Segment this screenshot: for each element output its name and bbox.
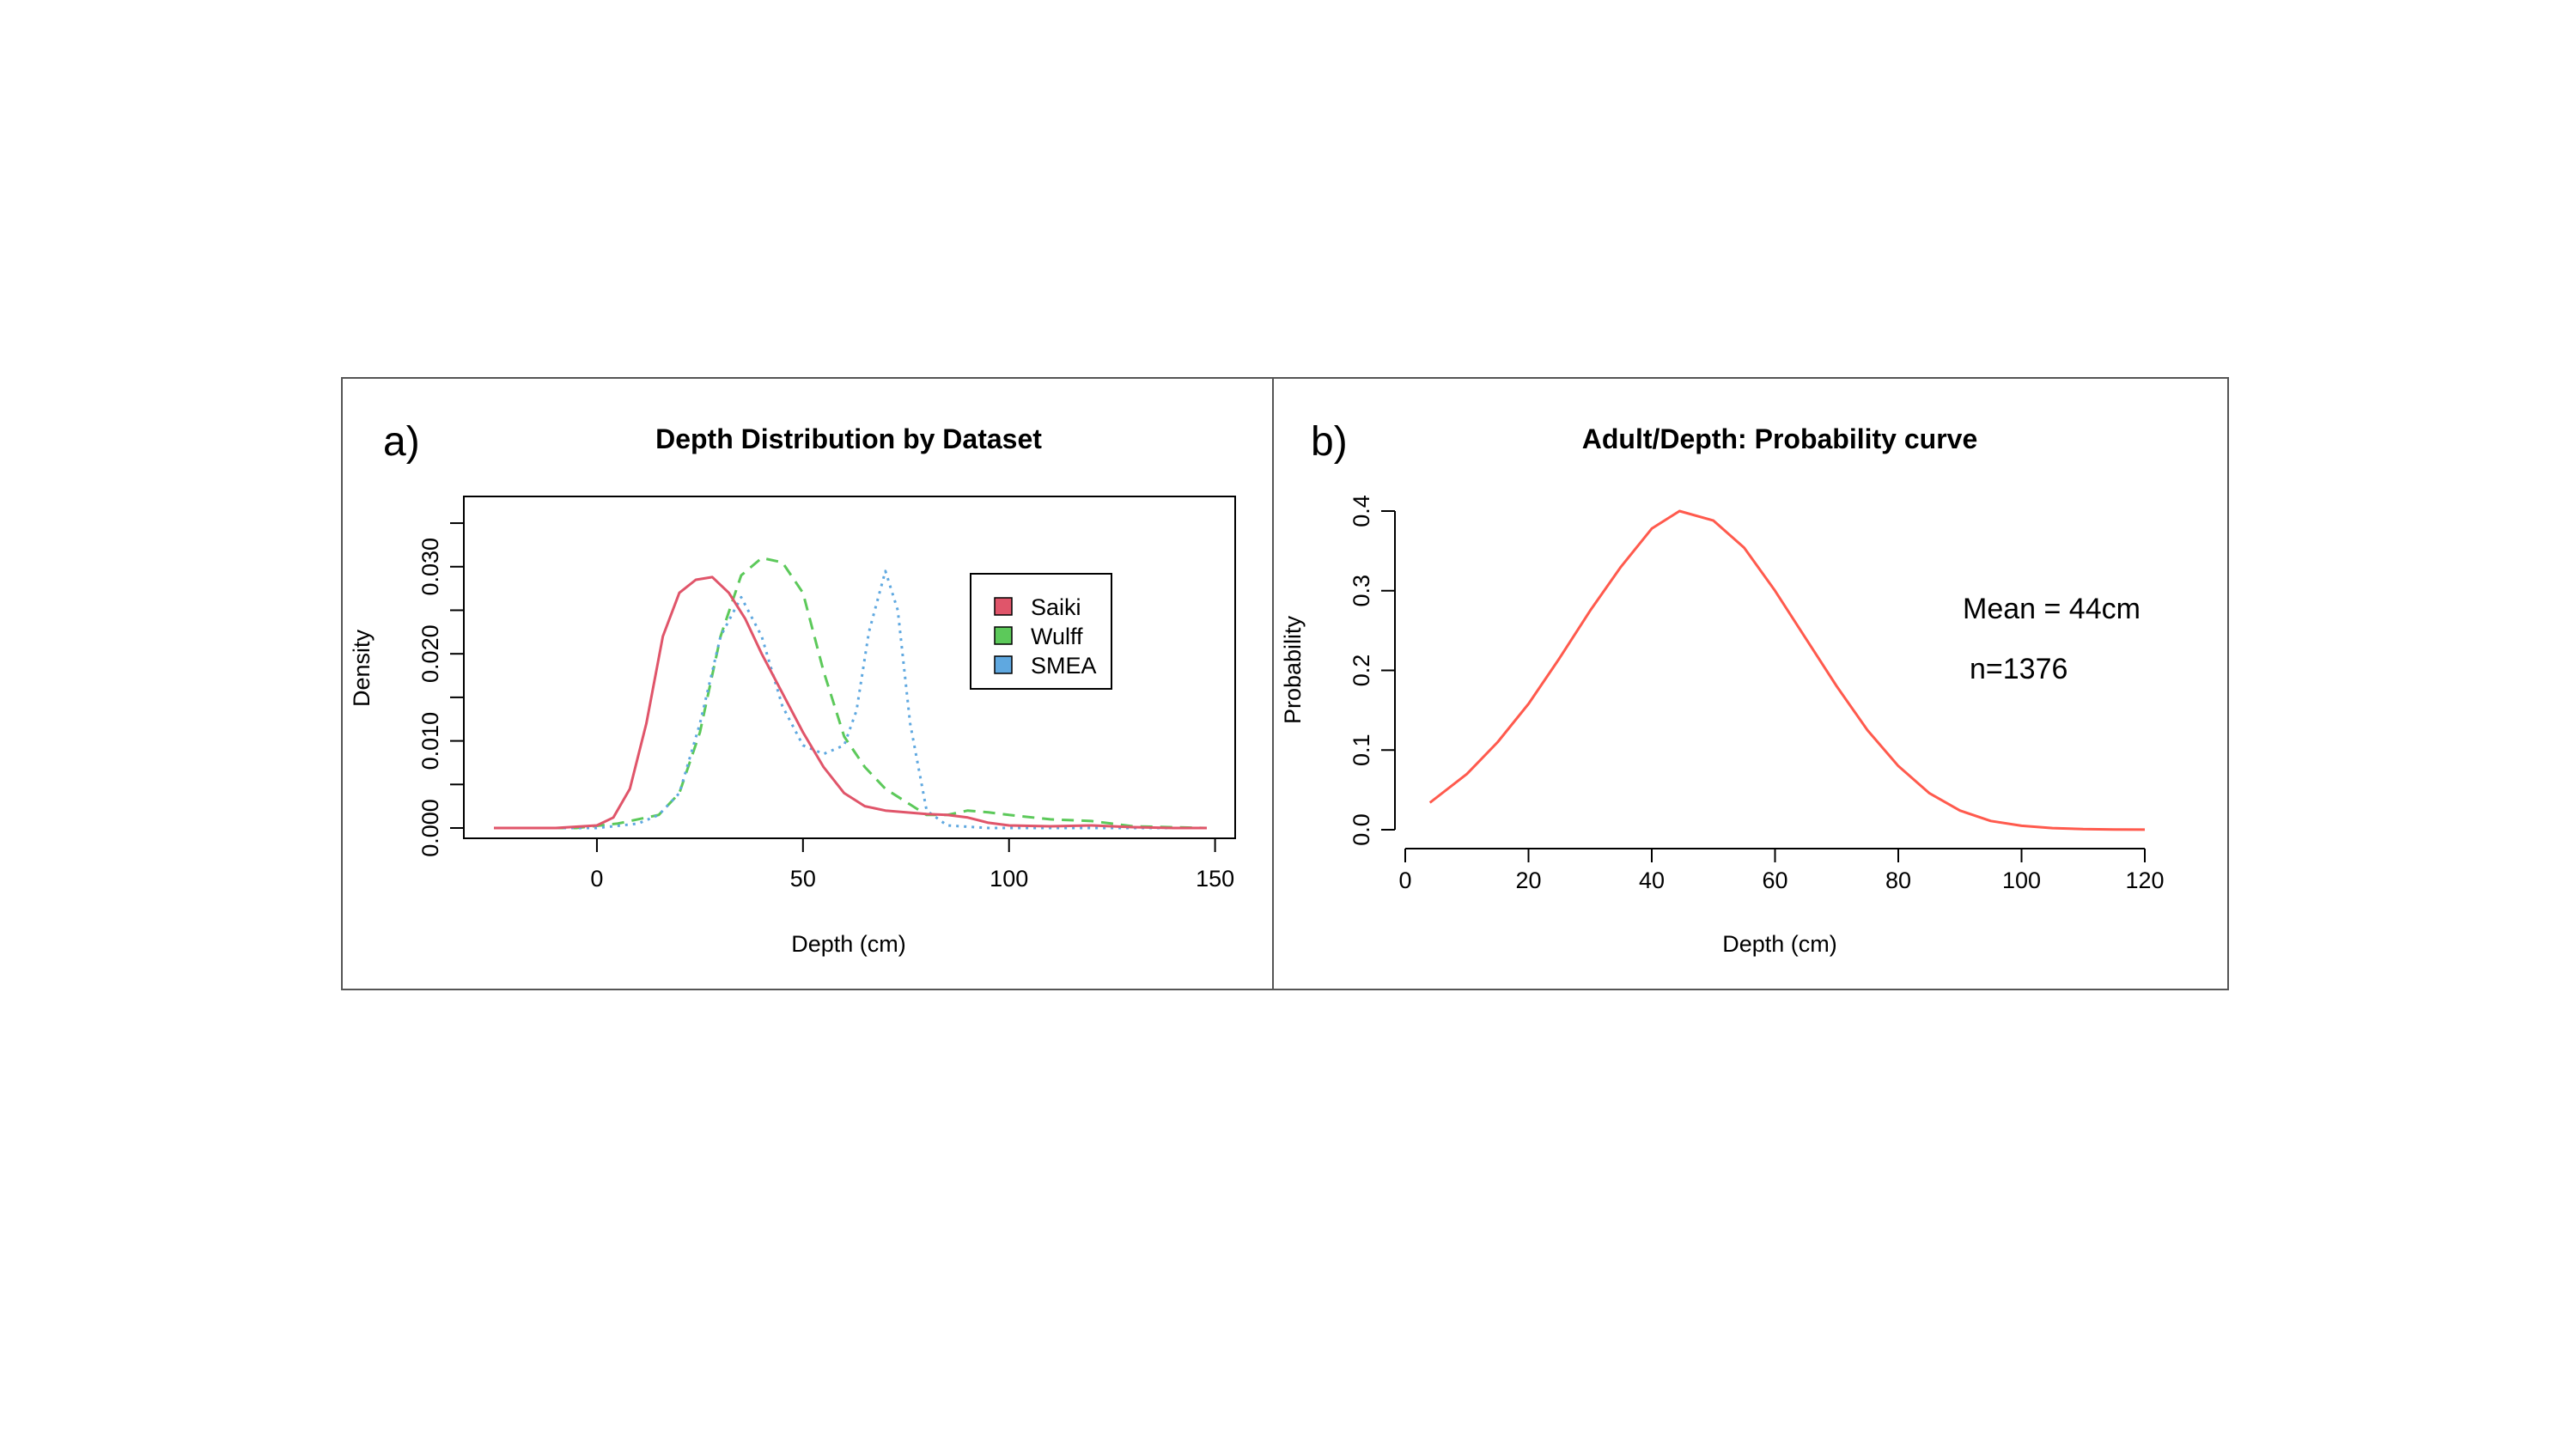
panel-a: a) Depth Distribution by Dataset 0 50 100 1…	[349, 419, 1236, 957]
panel-b-annotation-n: n=1376	[1970, 653, 2067, 685]
x-tick-label: 0	[1398, 868, 1411, 893]
panel-b-frame	[1272, 377, 2229, 990]
legend-label-saiki: Saiki	[1031, 594, 1081, 620]
panel-a-title: Depth Distribution by Dataset	[655, 423, 1042, 454]
legend-label-wulff: Wulff	[1031, 624, 1083, 649]
y-tick-label: 0.000	[417, 799, 443, 857]
panel-b-annotation-mean: Mean = 44cm	[1963, 593, 2141, 625]
x-tick-label: 80	[1885, 868, 1911, 893]
panel-a-series-lines	[494, 557, 1208, 830]
y-tick-label: 0.2	[1349, 654, 1374, 687]
panel-a-y-label: Density	[349, 629, 375, 707]
y-tick-label: 0.010	[417, 712, 443, 770]
panel-b-x-axis: 0 20 40 60 80 100 120	[1398, 848, 2165, 893]
x-tick-label: 100	[2002, 868, 2041, 893]
x-tick-label: 50	[790, 866, 816, 892]
probability-curve	[1428, 509, 2146, 831]
y-tick-label: 0.1	[1349, 734, 1374, 766]
panel-b-x-label: Depth (cm)	[1722, 931, 1837, 957]
panel-b: b) Adult/Depth: Probability curve 0 20 40 6…	[1280, 419, 2165, 957]
panel-a-legend: Saiki Wulff SMEA	[970, 573, 1112, 690]
x-tick-label: 100	[990, 866, 1028, 892]
x-tick-label: 120	[2125, 868, 2164, 893]
legend-swatch-smea	[994, 655, 1013, 674]
series-line-wulff	[494, 557, 1208, 830]
x-tick-label: 40	[1639, 868, 1665, 893]
x-tick-label: 0	[590, 866, 603, 892]
panel-a-y-axis: 0.000 0.010 0.020 0.030	[417, 522, 465, 857]
series-line-smea	[494, 569, 1207, 830]
x-tick-label: 60	[1762, 868, 1787, 893]
y-tick-label: 0.030	[417, 538, 443, 596]
panel-a-x-label: Depth (cm)	[791, 931, 906, 957]
y-tick-label: 0.3	[1349, 575, 1374, 607]
panel-b-y-label: Probability	[1280, 615, 1306, 724]
panel-b-series-lines	[1428, 509, 2146, 831]
panel-b-y-axis: 0.0 0.1 0.2 0.3 0.4	[1349, 495, 1396, 846]
panel-b-letter: b)	[1311, 419, 1348, 465]
panel-a-x-axis: 0 50 100 150	[590, 837, 1234, 892]
x-tick-label: 150	[1196, 866, 1234, 892]
legend-label-smea: SMEA	[1031, 653, 1097, 679]
legend-swatch-wulff	[994, 626, 1013, 645]
y-tick-label: 0.4	[1349, 495, 1374, 527]
series-line-saiki	[494, 575, 1207, 830]
panel-b-title: Adult/Depth: Probability curve	[1582, 423, 1977, 454]
y-tick-label: 0.0	[1349, 813, 1374, 846]
legend-swatch-saiki	[994, 597, 1013, 616]
y-tick-label: 0.020	[417, 624, 443, 683]
panel-a-letter: a)	[383, 419, 420, 465]
x-tick-label: 20	[1515, 868, 1541, 893]
